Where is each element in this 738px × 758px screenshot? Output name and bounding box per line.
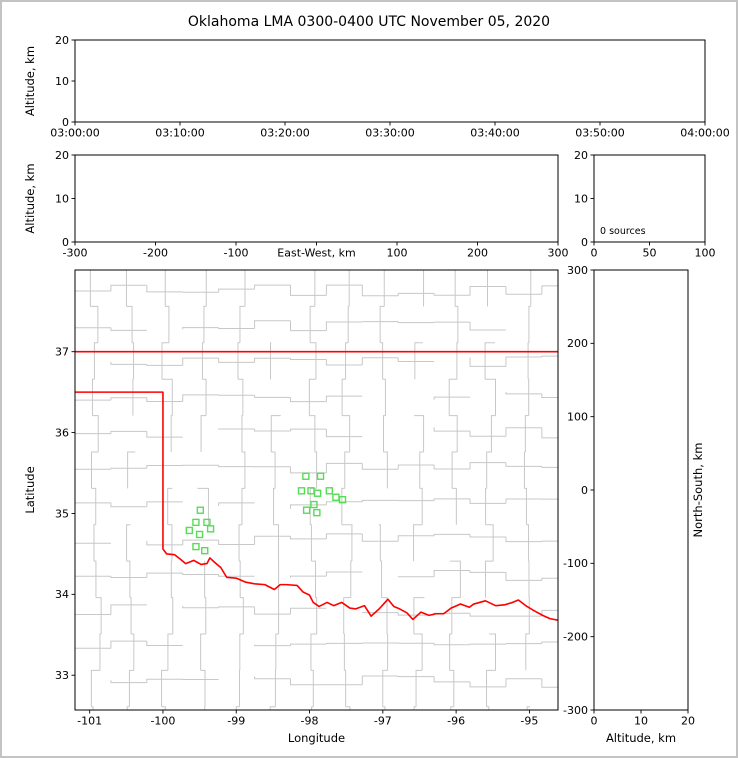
svg-text:-200: -200 xyxy=(143,247,168,260)
svg-text:36: 36 xyxy=(55,426,69,439)
svg-text:10: 10 xyxy=(55,75,69,88)
svg-text:0: 0 xyxy=(581,484,588,497)
svg-text:100: 100 xyxy=(387,247,408,260)
svg-text:0 sources: 0 sources xyxy=(600,226,646,237)
svg-text:03:10:00: 03:10:00 xyxy=(155,127,204,140)
svg-text:0: 0 xyxy=(591,247,598,260)
svg-text:East-West, km: East-West, km xyxy=(277,247,355,260)
svg-text:200: 200 xyxy=(467,247,488,260)
svg-text:03:00:00: 03:00:00 xyxy=(50,127,99,140)
svg-text:-98: -98 xyxy=(301,715,319,728)
svg-text:-95: -95 xyxy=(520,715,538,728)
svg-text:33: 33 xyxy=(55,669,69,682)
svg-text:-96: -96 xyxy=(447,715,465,728)
svg-text:10: 10 xyxy=(55,192,69,205)
svg-text:0: 0 xyxy=(581,236,588,249)
svg-text:03:20:00: 03:20:00 xyxy=(260,127,309,140)
svg-text:20: 20 xyxy=(574,149,588,162)
svg-text:Longitude: Longitude xyxy=(288,731,345,745)
svg-text:-100: -100 xyxy=(563,557,588,570)
svg-text:0: 0 xyxy=(62,116,69,129)
svg-text:50: 50 xyxy=(643,247,657,260)
panel-source-histogram: 0 50 100 0 10 20 0 sources xyxy=(574,149,716,260)
figure-title: Oklahoma LMA 0300-0400 UTC November 05, … xyxy=(188,14,550,30)
svg-text:04:00:00: 04:00:00 xyxy=(680,127,729,140)
panel-map: -101 -100 -99 -98 -97 -96 -95 Longitude 33 34 35 36… xyxy=(23,269,559,745)
panel-ew-height: -300 -200 -100 100 200 300 East-West, km 0 10 20 A… xyxy=(23,149,569,260)
panel-ns-height: 0 10 20 Altitude, km -300 -200 -100 0 100 200 300 N… xyxy=(563,264,705,745)
svg-text:10: 10 xyxy=(574,192,588,205)
panel-time-height: 03:00:00 03:10:00 03:20:00 03:30:00 03:40:00… xyxy=(23,34,730,140)
svg-text:0: 0 xyxy=(62,236,69,249)
svg-text:03:30:00: 03:30:00 xyxy=(365,127,414,140)
svg-text:03:40:00: 03:40:00 xyxy=(470,127,519,140)
svg-text:20: 20 xyxy=(55,34,69,47)
svg-text:35: 35 xyxy=(55,507,69,520)
svg-text:100: 100 xyxy=(567,410,588,423)
svg-text:-200: -200 xyxy=(563,630,588,643)
svg-text:20: 20 xyxy=(681,715,695,728)
svg-text:-99: -99 xyxy=(227,715,245,728)
svg-text:10: 10 xyxy=(634,715,648,728)
svg-text:Altitude, km: Altitude, km xyxy=(23,46,37,116)
svg-text:-300: -300 xyxy=(563,704,588,717)
svg-text:20: 20 xyxy=(55,149,69,162)
svg-text:Altitude, km: Altitude, km xyxy=(23,163,37,233)
svg-text:200: 200 xyxy=(567,337,588,350)
svg-text:100: 100 xyxy=(695,247,716,260)
svg-text:34: 34 xyxy=(55,588,69,601)
svg-text:North-South, km: North-South, km xyxy=(691,443,705,538)
svg-text:03:50:00: 03:50:00 xyxy=(575,127,624,140)
svg-text:-101: -101 xyxy=(77,715,102,728)
svg-text:Altitude, km: Altitude, km xyxy=(606,731,676,745)
svg-text:37: 37 xyxy=(55,345,69,358)
svg-text:-100: -100 xyxy=(224,247,249,260)
svg-text:-97: -97 xyxy=(374,715,392,728)
svg-text:0: 0 xyxy=(591,715,598,728)
svg-text:Latitude: Latitude xyxy=(23,466,37,513)
svg-text:-100: -100 xyxy=(150,715,175,728)
svg-text:-300: -300 xyxy=(63,247,88,260)
svg-text:300: 300 xyxy=(548,247,569,260)
svg-text:300: 300 xyxy=(567,264,588,277)
